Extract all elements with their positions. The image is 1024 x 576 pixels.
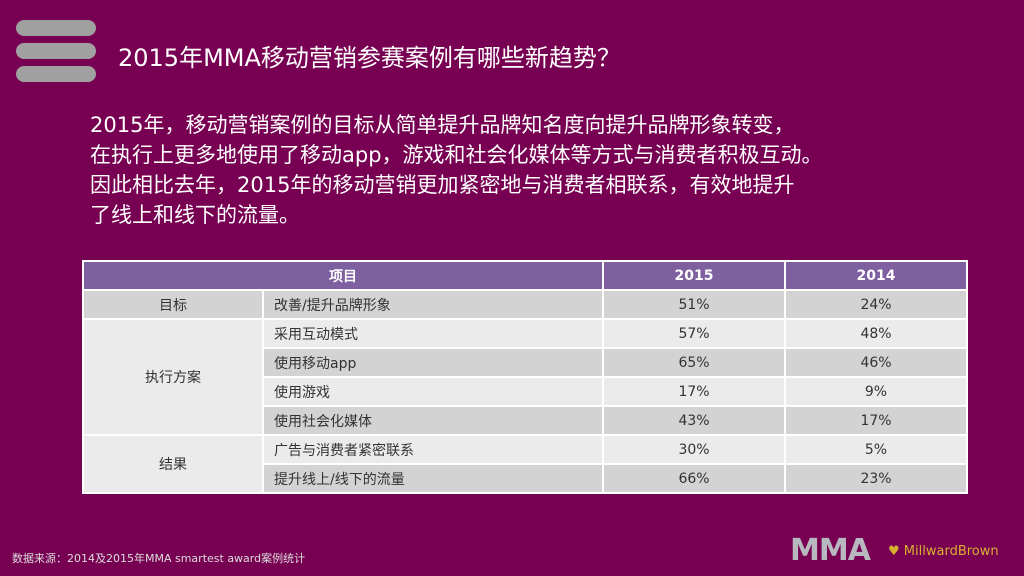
value-2014: 17%	[784, 405, 968, 436]
intro-line: 2015年，移动营销案例的目标从简单提升品牌知名度向提升品牌形象转变，	[90, 113, 795, 137]
menu-bar-icon	[16, 20, 96, 36]
item-cell: 提升线上/线下的流量	[262, 463, 604, 494]
value-2015: 51%	[602, 289, 786, 320]
value-2014: 23%	[784, 463, 968, 494]
table-row: 使用移动app 65% 46%	[83, 347, 968, 378]
header-item: 项目	[82, 260, 604, 291]
millward-brown-logo: ♥ MillwardBrown	[888, 544, 999, 559]
intro-line: 因此相比去年，2015年的移动营销更加紧密地与消费者相联系，有效地提升	[90, 173, 795, 197]
value-2015: 17%	[602, 376, 786, 407]
millward-brown-text: MillwardBrown	[903, 544, 999, 559]
value-2014: 24%	[784, 289, 968, 320]
header-2014: 2014	[784, 260, 968, 291]
page-title: 2015年MMA移动营销参赛案例有哪些新趋势？	[118, 44, 621, 72]
value-2015: 57%	[602, 318, 786, 349]
group-cell: 目标	[82, 289, 264, 320]
menu-bar-icon	[16, 43, 96, 59]
value-2015: 66%	[602, 463, 786, 494]
header-2015: 2015	[602, 260, 786, 291]
item-cell: 广告与消费者紧密联系	[262, 434, 604, 465]
intro-text: 2015年，移动营销案例的目标从简单提升品牌知名度向提升品牌形象转变， 在执行上…	[90, 110, 823, 230]
value-2014: 9%	[784, 376, 968, 407]
table-header: 项目 2015 2014	[82, 260, 968, 291]
value-2015: 30%	[602, 434, 786, 465]
table-row: 目标 改善/提升品牌形象 51% 24%	[82, 289, 968, 320]
value-2014: 48%	[784, 318, 968, 349]
source-note: 数据来源：2014及2015年MMA smartest award案例统计	[12, 552, 306, 565]
value-2015: 65%	[602, 347, 786, 378]
trend-table: 项目 2015 2014 目标 改善/提升品牌形象 51% 24% 执行方案 采…	[82, 260, 968, 494]
group-cell: 结果	[82, 434, 264, 494]
group-cell: 执行方案	[82, 318, 264, 436]
item-cell: 使用社会化媒体	[262, 405, 604, 436]
item-cell: 采用互动模式	[262, 318, 604, 349]
item-cell: 使用游戏	[262, 376, 604, 407]
item-cell: 改善/提升品牌形象	[262, 289, 604, 320]
item-cell: 使用移动app	[262, 347, 604, 378]
value-2014: 46%	[784, 347, 968, 378]
value-2014: 5%	[784, 434, 968, 465]
intro-line: 在执行上更多地使用了移动app，游戏和社会化媒体等方式与消费者积极互动。	[90, 143, 823, 167]
menu-bar-icon	[16, 66, 96, 82]
heart-icon: ♥	[888, 544, 904, 559]
table-row: 执行方案 采用互动模式 57% 48%	[82, 318, 968, 436]
intro-line: 了线上和线下的流量。	[90, 203, 300, 227]
value-2015: 43%	[602, 405, 786, 436]
table-row: 结果 广告与消费者紧密联系 30% 5%	[82, 434, 968, 494]
mma-logo: MMA	[790, 533, 871, 568]
